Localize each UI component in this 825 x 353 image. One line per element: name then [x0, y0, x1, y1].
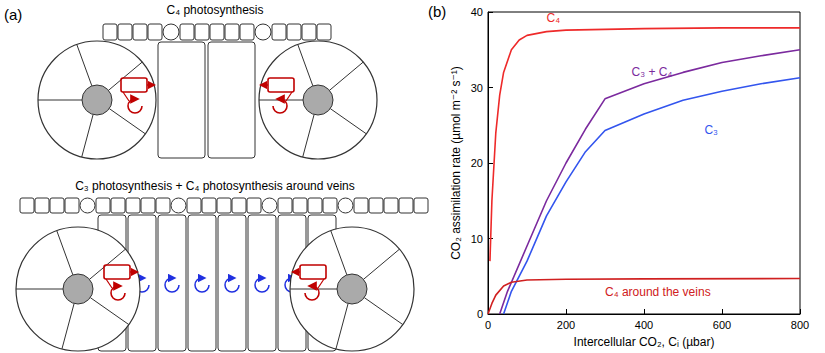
svg-text:600: 600	[713, 319, 731, 331]
svg-text:C₄: C₄	[547, 11, 561, 25]
svg-text:Intercellular CO₂, Cᵢ (µbar): Intercellular CO₂, Cᵢ (µbar)	[574, 335, 715, 349]
svg-text:0: 0	[477, 308, 483, 320]
svg-text:C₃ + C₄: C₃ + C₄	[632, 65, 673, 79]
svg-text:20: 20	[471, 157, 483, 169]
svg-text:(b): (b)	[428, 3, 446, 20]
svg-text:200: 200	[557, 319, 575, 331]
svg-text:C₃ photosynthesis + C₄ photosy: C₃ photosynthesis + C₄ photosynthesis ar…	[75, 179, 355, 193]
svg-text:40: 40	[471, 6, 483, 18]
svg-text:10: 10	[471, 233, 483, 245]
svg-text:0: 0	[485, 319, 491, 331]
svg-text:CO₂ assimilation rate (µmol m⁻: CO₂ assimilation rate (µmol m⁻² s⁻¹)	[449, 66, 463, 260]
svg-text:C₄ around the veins: C₄ around the veins	[605, 285, 711, 299]
svg-text:30: 30	[471, 82, 483, 94]
svg-text:(a): (a)	[4, 6, 22, 23]
svg-text:C₄ photosynthesis: C₄ photosynthesis	[167, 3, 264, 17]
svg-text:800: 800	[791, 319, 809, 331]
svg-text:400: 400	[635, 319, 653, 331]
svg-text:C₃: C₃	[704, 123, 718, 137]
